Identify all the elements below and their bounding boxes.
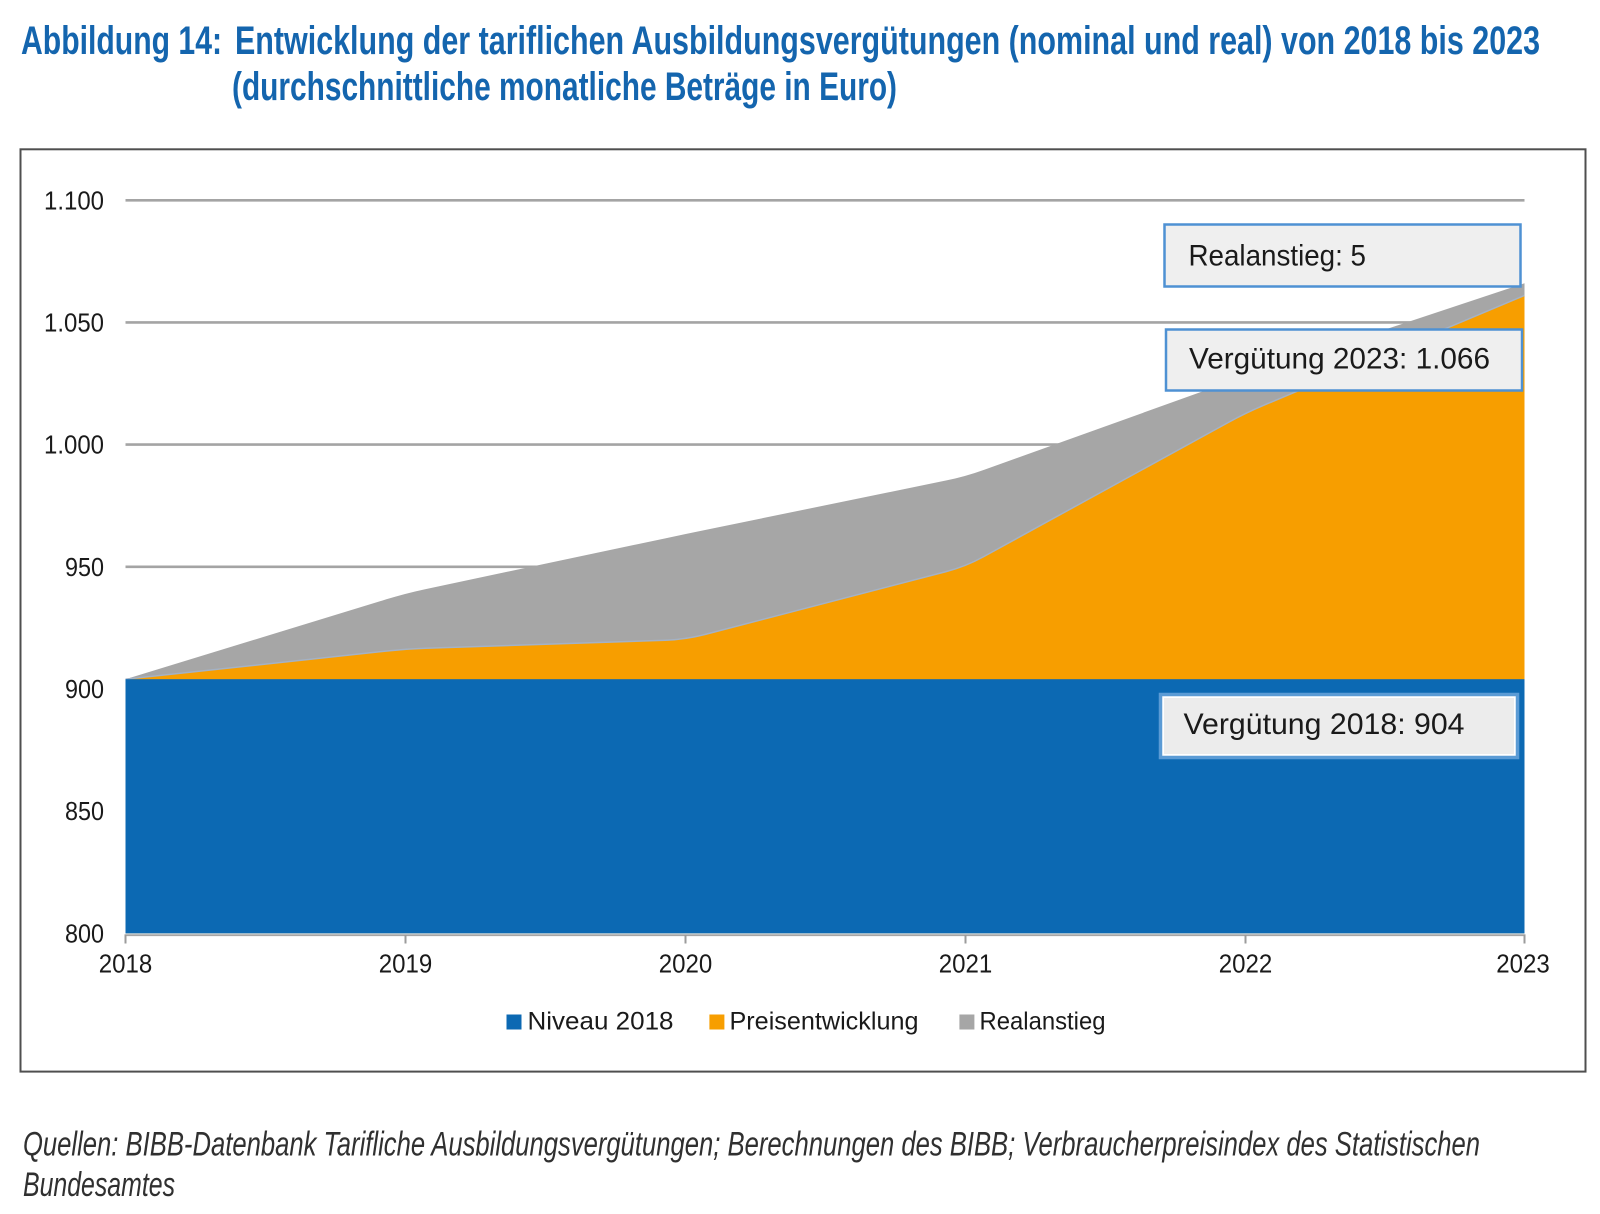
svg-text:(durchschnittliche monatliche: (durchschnittliche monatliche Beträge in… [232,65,897,109]
svg-text:Abbildung 14:: Abbildung 14: [21,19,222,63]
svg-text:Niveau 2018: Niveau 2018 [528,1007,674,1035]
svg-text:Realanstieg: Realanstieg [980,1007,1106,1035]
svg-text:Entwicklung der tariflichen Au: Entwicklung der tariflichen Ausbildungsv… [235,19,1540,63]
svg-text:2021: 2021 [939,949,993,979]
svg-text:Bundesamtes: Bundesamtes [23,1166,175,1204]
svg-text:2019: 2019 [379,949,433,979]
svg-text:Vergütung 2018: 904: Vergütung 2018: 904 [1184,708,1465,741]
svg-text:800: 800 [65,918,104,948]
svg-text:Vergütung 2023: 1.066: Vergütung 2023: 1.066 [1189,342,1490,375]
svg-text:2020: 2020 [659,949,713,979]
svg-text:900: 900 [65,674,104,704]
svg-text:2023: 2023 [1496,949,1550,979]
svg-text:850: 850 [65,796,104,826]
svg-text:950: 950 [65,552,104,582]
svg-text:2018: 2018 [99,949,153,979]
svg-text:1.100: 1.100 [44,185,104,215]
svg-text:1.050: 1.050 [44,307,104,337]
svg-text:Realanstieg: 5: Realanstieg: 5 [1189,240,1367,273]
svg-text:1.000: 1.000 [44,430,104,460]
svg-text:Preisentwicklung: Preisentwicklung [730,1007,919,1035]
svg-text:Quellen: BIBB-Datenbank Tarifl: Quellen: BIBB-Datenbank Tarifliche Ausbi… [23,1126,1480,1164]
svg-text:2022: 2022 [1219,949,1273,979]
